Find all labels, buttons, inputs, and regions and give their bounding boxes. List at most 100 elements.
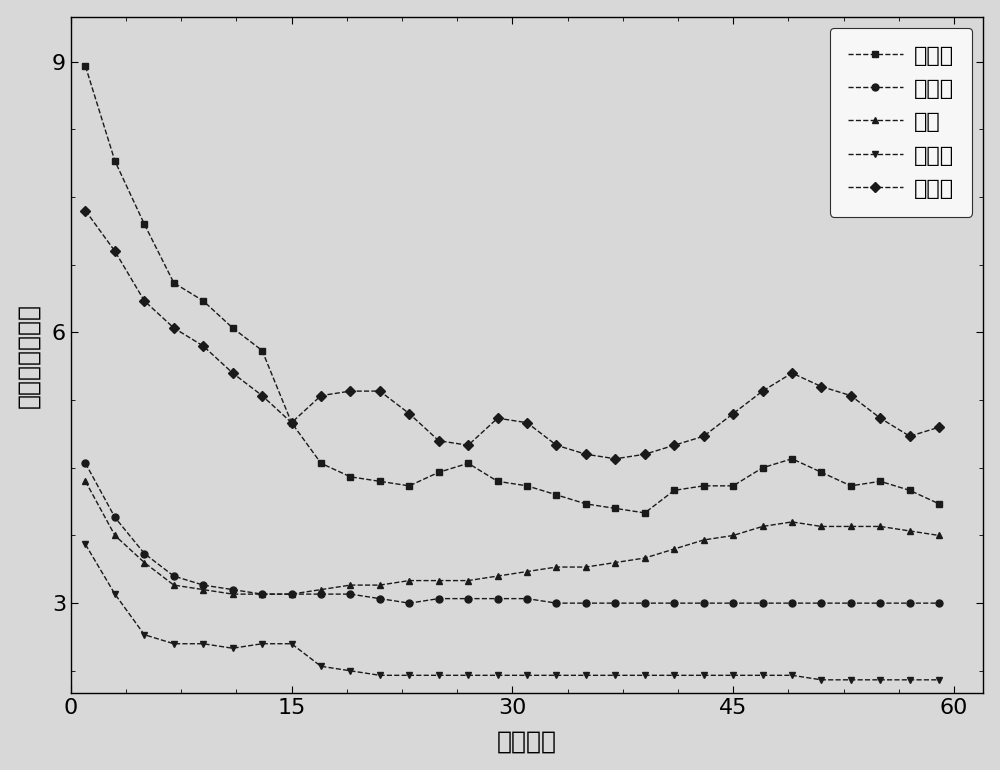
香油 [286,590,298,599]
玉米油 [815,598,827,608]
大豆油 [639,508,651,517]
大豆油 [492,477,504,486]
大豆油 [815,467,827,477]
香油 [197,585,209,594]
葵花油 [757,387,769,396]
稻米油 [315,661,327,671]
大豆油 [256,346,268,355]
大豆油 [550,490,562,500]
大豆油 [845,481,857,490]
玉米油 [639,598,651,608]
大豆油 [403,481,415,490]
香油 [845,522,857,531]
大豆油 [521,481,533,490]
大豆油 [757,464,769,473]
稻米油 [815,675,827,685]
玉米油 [374,594,386,603]
玉米油 [521,594,533,603]
稻米油 [109,590,121,599]
葵花油 [227,368,239,377]
稻米油 [286,639,298,648]
大豆油 [109,156,121,166]
香油 [138,558,150,567]
香油 [639,554,651,563]
玉米油 [492,594,504,603]
大豆油 [580,499,592,508]
葵花油 [698,432,710,441]
葵花油 [933,423,945,432]
玉米油 [698,598,710,608]
稻米油 [256,639,268,648]
大豆油 [609,504,621,513]
葵花油 [79,206,91,216]
玉米油 [668,598,680,608]
稻米油 [374,671,386,680]
X-axis label: 窗口大小: 窗口大小 [497,729,557,753]
稻米油 [227,644,239,653]
大豆油 [786,454,798,464]
玉米油 [403,598,415,608]
葵花油 [786,368,798,377]
葵花油 [168,323,180,333]
香油 [933,531,945,540]
葵花油 [433,436,445,445]
葵花油 [286,418,298,427]
香油 [403,576,415,585]
香油 [521,567,533,576]
稻米油 [904,675,916,685]
大豆油 [374,477,386,486]
香油 [374,581,386,590]
稻米油 [403,671,415,680]
Y-axis label: 预测均方根误差: 预测均方根误差 [17,303,41,407]
玉米油 [727,598,739,608]
大豆油 [79,62,91,71]
香油 [79,477,91,486]
香油 [874,522,886,531]
玉米油 [286,590,298,599]
葵花油 [815,382,827,391]
葵花油 [580,450,592,459]
玉米油 [109,513,121,522]
稻米油 [786,671,798,680]
葵花油 [109,246,121,256]
玉米油 [757,598,769,608]
玉米油 [874,598,886,608]
玉米油 [227,585,239,594]
玉米油 [550,598,562,608]
玉米油 [609,598,621,608]
玉米油 [904,598,916,608]
葵花油 [668,440,680,450]
葵花油 [374,387,386,396]
香油 [904,527,916,536]
稻米油 [492,671,504,680]
葵花油 [609,454,621,464]
稻米油 [168,639,180,648]
香油 [315,585,327,594]
玉米油 [79,459,91,468]
香油 [550,562,562,571]
葵花油 [904,432,916,441]
稻米油 [433,671,445,680]
大豆油 [227,323,239,333]
稻米油 [933,675,945,685]
Line: 大豆油: 大豆油 [82,63,943,517]
大豆油 [286,418,298,427]
大豆油 [433,467,445,477]
稻米油 [609,671,621,680]
香油 [727,531,739,540]
葵花油 [727,409,739,418]
大豆油 [727,481,739,490]
香油 [492,571,504,581]
香油 [815,522,827,531]
葵花油 [344,387,356,396]
香油 [168,581,180,590]
稻米油 [698,671,710,680]
玉米油 [315,590,327,599]
玉米油 [344,590,356,599]
香油 [433,576,445,585]
葵花油 [492,413,504,423]
香油 [786,517,798,527]
稻米油 [874,675,886,685]
香油 [462,576,474,585]
香油 [609,558,621,567]
